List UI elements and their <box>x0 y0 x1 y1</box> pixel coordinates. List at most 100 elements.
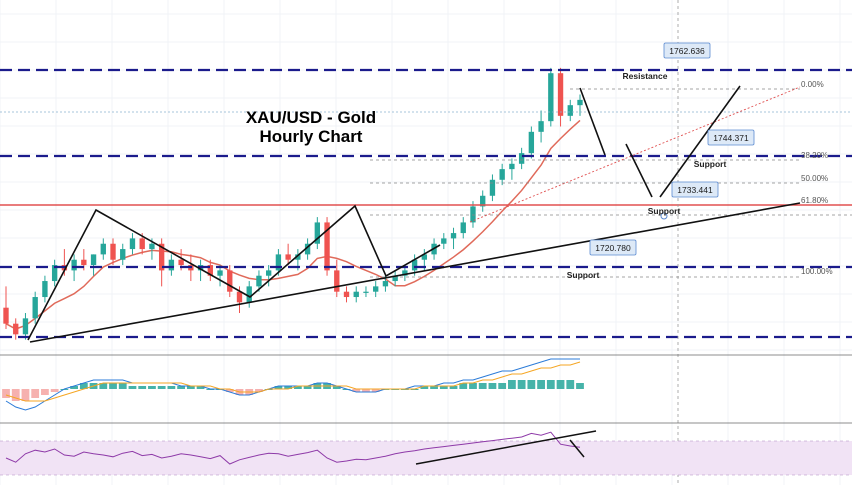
macd-histogram-bar <box>255 389 263 392</box>
support-label-3: Support <box>567 270 600 280</box>
macd-histogram-bar <box>99 383 108 389</box>
support-label-1: Support <box>694 159 727 169</box>
candle-body <box>441 238 447 244</box>
macd-histogram-bar <box>303 386 312 389</box>
candle-body <box>139 238 145 250</box>
candle-body <box>81 259 87 266</box>
macd-histogram-bar <box>109 383 117 389</box>
candle-body <box>22 318 29 335</box>
candle-body <box>567 105 573 116</box>
candle-body <box>392 275 398 282</box>
candle-body <box>334 270 340 292</box>
price-tag-support-2: 1733.441 <box>671 181 719 198</box>
macd-histogram-bar <box>157 386 166 389</box>
candle-body <box>120 249 126 260</box>
macd-histogram-bar <box>576 383 584 389</box>
macd-pane <box>2 358 584 411</box>
candle-body <box>100 243 106 255</box>
candle-body <box>51 265 58 282</box>
macd-histogram-bar <box>2 389 10 398</box>
candle-body <box>207 265 213 276</box>
rsi-pane <box>0 430 852 476</box>
dotted-trend-channel <box>469 86 801 223</box>
candle-body <box>509 163 515 170</box>
macd-histogram-bar <box>70 386 78 389</box>
fib-label-50: 50.00% <box>801 174 828 183</box>
price-tag-support-3: 1720.780 <box>589 239 637 256</box>
moving-average <box>5 119 581 330</box>
macd-histogram-bar <box>362 389 370 392</box>
projection-path <box>579 87 606 156</box>
candle-body <box>470 206 476 223</box>
price-tag-support-1: 1744.371 <box>707 129 755 146</box>
macd-histogram-bar <box>459 383 468 389</box>
macd-histogram-bar <box>517 380 526 389</box>
macd-histogram-bar <box>31 389 40 398</box>
fib-label-618: 61.80% <box>801 196 828 205</box>
rsi-break-line <box>569 439 585 458</box>
candle-body <box>236 291 243 303</box>
price-tag-text: 1762.636 <box>669 46 705 56</box>
candle-body <box>421 254 428 260</box>
macd-histogram-bar <box>128 386 137 389</box>
macd-histogram-bar <box>186 386 195 389</box>
fib-label-382: 38.20% <box>801 151 828 160</box>
candle-body <box>42 281 48 298</box>
candle-body <box>304 243 311 255</box>
macd-histogram-bar <box>498 383 507 389</box>
candle-body <box>382 281 389 287</box>
candle-body <box>32 297 38 319</box>
candle-body <box>158 243 165 271</box>
projection-path-3 <box>659 85 741 198</box>
macd-histogram-bar <box>566 380 575 389</box>
macd-histogram-bar <box>41 389 49 395</box>
macd-histogram-bar <box>196 386 205 389</box>
rsi-band <box>0 441 852 475</box>
candle-body <box>285 254 291 260</box>
candle-body <box>246 286 252 303</box>
macd-histogram-bar <box>332 386 341 389</box>
macd-histogram-bar <box>21 389 30 401</box>
candle-body <box>480 195 486 207</box>
macd-histogram-bar <box>439 386 448 389</box>
macd-histogram-bar <box>352 389 361 392</box>
macd-histogram-bar <box>469 383 477 389</box>
candle-body <box>528 131 535 154</box>
macd-histogram-bar <box>430 386 438 389</box>
macd-histogram-bar <box>488 383 497 389</box>
candle-body <box>217 270 223 276</box>
candle-body <box>538 121 544 132</box>
candle-body <box>557 73 564 116</box>
candle-body <box>402 270 408 276</box>
macd-histogram-bar <box>371 389 380 392</box>
candle-body <box>353 291 359 298</box>
macd-histogram-bar <box>148 386 156 389</box>
candle-body <box>450 233 457 239</box>
rsi-line <box>5 431 581 465</box>
marker-point <box>660 212 668 220</box>
candle-body <box>343 291 350 298</box>
price-tag-text: 1733.441 <box>677 185 713 195</box>
candle-body <box>178 259 184 266</box>
candle-body <box>227 270 233 292</box>
rsi-trendline <box>415 430 597 465</box>
candle-body <box>110 243 116 260</box>
macd-histogram-bar <box>50 389 59 392</box>
candle-body <box>499 169 505 180</box>
candle-body <box>363 291 369 293</box>
rsi-line-group <box>5 431 581 465</box>
candle-body <box>460 222 466 234</box>
candle-body <box>129 238 136 250</box>
candle-body <box>548 73 554 122</box>
candle-body <box>295 254 301 260</box>
macd-histogram-bar <box>508 380 516 389</box>
candle-body <box>168 259 175 271</box>
fib-label-100: 100.00% <box>801 267 833 276</box>
macd-histogram-bar <box>537 380 545 389</box>
ma-line <box>5 119 581 330</box>
ascending-trendline <box>29 202 801 343</box>
macd-line <box>5 358 580 411</box>
